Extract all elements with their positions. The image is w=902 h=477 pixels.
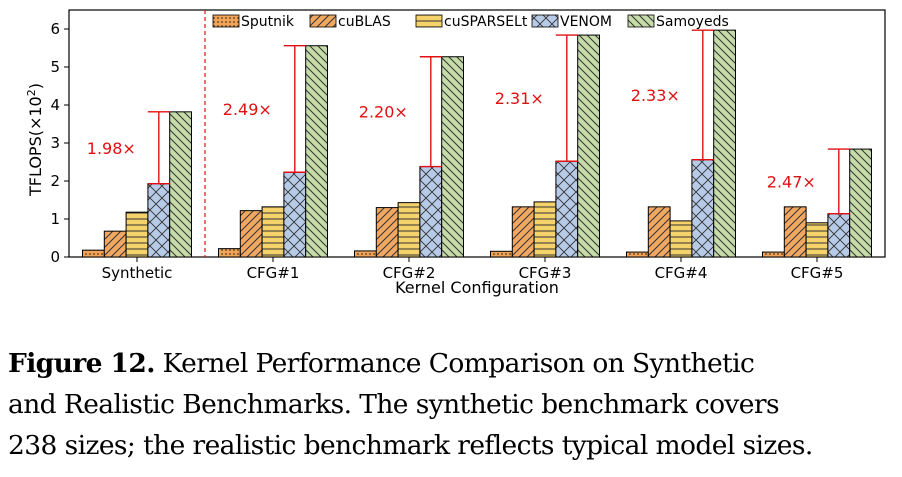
y-tick-label: 2 — [50, 172, 60, 190]
bar-cusparselt — [805, 222, 829, 258]
legend-label-cusparselt: cuSPARSELt — [444, 14, 528, 30]
bar-sputnik — [762, 251, 785, 258]
bar-cusparselt — [261, 206, 285, 258]
speedup-label: 2.47× — [767, 172, 816, 191]
bar-venom — [691, 159, 715, 258]
bar-sputnik — [354, 250, 377, 258]
bar-samoyeds — [577, 34, 601, 258]
legend-label-venom: VENOM — [560, 14, 612, 30]
bar-cublas — [783, 206, 807, 258]
caption-line-1: Figure 12. Kernel Performance Comparison… — [8, 343, 898, 384]
y-tick-label: 4 — [50, 96, 60, 114]
bar-venom — [827, 213, 851, 258]
x-tick-label: CFG#2 — [383, 264, 436, 282]
bar-cusparselt — [533, 201, 557, 258]
plot-area: 0 1 2 3 4 5 6 TFLOPS(×102) Kernel Configuration S… — [25, 9, 886, 297]
bar-sputnik — [82, 249, 105, 258]
bar-samoyeds — [169, 111, 192, 258]
bar-venom — [555, 160, 579, 258]
x-axis-label: Kernel Configuration — [395, 278, 559, 297]
bar-samoyeds — [441, 56, 465, 258]
bar-sputnik — [490, 250, 513, 258]
bar-cusparselt — [669, 220, 693, 258]
legend-label-cublas: cuBLAS — [338, 14, 391, 30]
y-tick-label: 1 — [50, 210, 60, 228]
speedup-label: 1.98× — [87, 139, 136, 158]
bar-samoyeds — [849, 148, 873, 258]
caption-text-1: Kernel Performance Comparison on Synthet… — [154, 348, 755, 379]
legend-swatch-samoyeds — [627, 14, 655, 28]
bar-sputnik — [218, 248, 241, 258]
bar-samoyeds — [713, 29, 737, 258]
x-tick-label: CFG#5 — [791, 264, 844, 282]
figure-caption: Figure 12. Kernel Performance Comparison… — [8, 343, 898, 466]
speedup-label: 2.33× — [631, 86, 680, 105]
y-tick-label: 0 — [50, 248, 60, 266]
bar-sputnik — [626, 251, 649, 258]
bar-venom — [419, 166, 443, 258]
bar-cublas — [103, 230, 127, 258]
y-tick-label: 5 — [50, 58, 60, 76]
legend-swatch-cusparselt — [415, 14, 443, 28]
x-tick-label: CFG#4 — [655, 264, 708, 282]
legend-swatch-cublas — [309, 14, 337, 28]
x-tick-label: CFG#3 — [519, 264, 572, 282]
caption-line-2: and Realistic Benchmarks. The synthetic … — [8, 389, 780, 420]
bar-samoyeds — [305, 45, 329, 258]
bar-cusparselt — [125, 211, 149, 258]
bar-cublas — [511, 206, 535, 258]
legend-label-sputnik: Sputnik — [241, 14, 295, 30]
figure-label: Figure 12. — [8, 348, 155, 379]
legend-swatch-venom — [531, 14, 559, 28]
speedup-label: 2.31× — [495, 89, 544, 108]
speedup-label: 2.49× — [223, 100, 272, 119]
y-tick-label: 3 — [50, 134, 60, 152]
bar-chart: 0 1 2 3 4 5 6 TFLOPS(×102) Kernel Configuration S… — [25, 9, 886, 297]
legend-swatch-sputnik — [212, 14, 240, 28]
bar-cublas — [375, 207, 399, 258]
x-tick-label: CFG#1 — [247, 264, 300, 282]
caption-line-3: 238 sizes; the realistic benchmark refle… — [8, 430, 813, 461]
bar-cublas — [239, 210, 263, 258]
speedup-label: 2.20× — [359, 103, 408, 122]
y-tick-label: 6 — [50, 20, 60, 38]
legend-label-samoyeds: Samoyeds — [656, 14, 729, 30]
bar-venom — [147, 183, 171, 258]
x-tick-label: Synthetic — [102, 264, 173, 282]
bar-venom — [283, 171, 307, 258]
bar-cusparselt — [397, 202, 421, 258]
plot-frame — [68, 9, 886, 258]
y-axis-label: TFLOPS(×102) — [25, 83, 45, 197]
bar-cublas — [647, 206, 671, 258]
